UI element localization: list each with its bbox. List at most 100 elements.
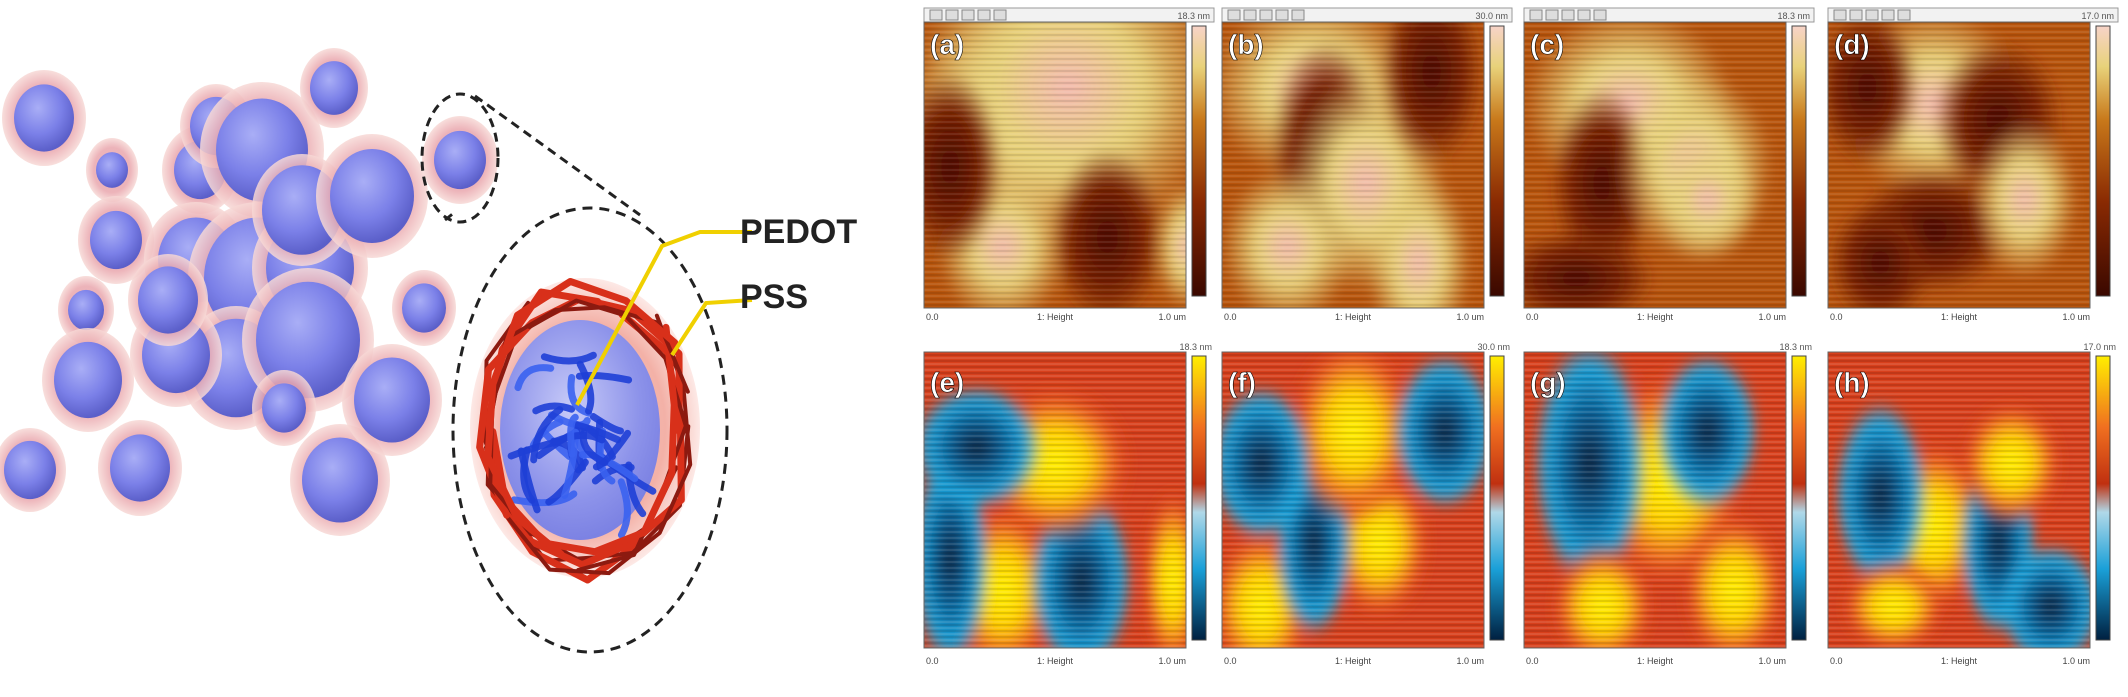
panel-tag: (c) — [1530, 29, 1564, 60]
toolbar-icon[interactable] — [945, 9, 959, 21]
particle — [316, 134, 428, 258]
toolbar-icon[interactable] — [929, 9, 943, 21]
enlarged-particle — [470, 277, 700, 584]
scale-max-label: 18.3 nm — [1179, 342, 1212, 352]
axis-title: 1: Height — [1637, 656, 1674, 666]
afm-panel-d: 17.0 nm 0.0 1: Height 1.0 um (d) — [1827, 7, 2119, 322]
scale-max-label: 17.0 nm — [2083, 342, 2116, 352]
toolbar-icon[interactable] — [1561, 9, 1575, 21]
axis-right-label: 1.0 um — [2062, 656, 2090, 666]
axis-right-label: 1.0 um — [1158, 656, 1186, 666]
colorbar — [2095, 355, 2111, 641]
toolbar-icon[interactable] — [1849, 9, 1863, 21]
particle — [252, 370, 316, 446]
particle — [0, 428, 66, 512]
axis-right-label: 1.0 um — [1758, 312, 1786, 322]
panel-tag: (f) — [1228, 367, 1256, 398]
axis-left-label: 0.0 — [926, 312, 939, 322]
axis-right-label: 1.0 um — [1758, 656, 1786, 666]
particle — [2, 70, 86, 166]
axis-title: 1: Height — [1037, 656, 1074, 666]
colorbar — [1791, 25, 1807, 297]
particle-cluster — [0, 48, 498, 536]
afm-panel-b: 30.0 nm 0.0 1: Height 1.0 um (b) — [1221, 7, 1513, 322]
toolbar-icon[interactable] — [1833, 9, 1847, 21]
panel-tag: (g) — [1530, 367, 1566, 398]
colorbar — [1489, 25, 1505, 297]
particle — [290, 424, 390, 536]
pedot-chains — [507, 351, 657, 539]
axis-left-label: 0.0 — [1526, 312, 1539, 322]
axis-right-label: 1.0 um — [1456, 312, 1484, 322]
panel-tag: (b) — [1228, 29, 1264, 60]
afm-panel-c: 18.3 nm 0.0 1: Height 1.0 um (c) — [1523, 7, 1815, 322]
pss-chains — [476, 277, 693, 584]
particle — [42, 328, 134, 432]
panel-tag: (e) — [930, 367, 964, 398]
afm-panel-e: 18.3 nm 0.0 1: Height 1.0 um (e) — [923, 342, 1212, 666]
toolbar-icon[interactable] — [1275, 9, 1289, 21]
scale-max-label: 18.3 nm — [1177, 11, 1210, 21]
colorbar — [2095, 25, 2111, 297]
axis-title: 1: Height — [1335, 312, 1372, 322]
pedot-label: PEDOT — [740, 213, 857, 251]
toolbar-icon[interactable] — [1227, 9, 1241, 21]
toolbar-icon[interactable] — [1881, 9, 1895, 21]
toolbar-icon[interactable] — [977, 9, 991, 21]
panel-tag: (d) — [1834, 29, 1870, 60]
scale-max-label: 17.0 nm — [2081, 11, 2114, 21]
particle — [78, 196, 154, 284]
axis-title: 1: Height — [1335, 656, 1372, 666]
toolbar-icon[interactable] — [1259, 9, 1273, 21]
afm-panel-f: 30.0 nm 0.0 1: Height 1.0 um (f) — [1221, 342, 1510, 666]
panel-tag: (a) — [930, 29, 964, 60]
afm-panel-a: 18.3 nm 0.0 1: Height 1.0 um (a) — [923, 7, 1215, 322]
toolbar-icon[interactable] — [1545, 9, 1559, 21]
toolbar-icon[interactable] — [961, 9, 975, 21]
axis-left-label: 0.0 — [1224, 656, 1237, 666]
particle — [98, 420, 182, 516]
particle — [128, 254, 208, 346]
axis-right-label: 1.0 um — [1158, 312, 1186, 322]
particle — [392, 270, 456, 346]
axis-left-label: 0.0 — [1830, 312, 1843, 322]
scale-max-label: 30.0 nm — [1477, 342, 1510, 352]
callout-leaders — [575, 230, 753, 406]
particle — [342, 344, 442, 456]
panel-tag: (h) — [1834, 367, 1870, 398]
zoom-callout — [420, 92, 729, 654]
toolbar-icon[interactable] — [1291, 9, 1305, 21]
toolbar-icon[interactable] — [1897, 9, 1911, 21]
axis-title: 1: Height — [1941, 656, 1978, 666]
toolbar-icon[interactable] — [1593, 9, 1607, 21]
toolbar-icon[interactable] — [1577, 9, 1591, 21]
particle — [86, 138, 138, 202]
toolbar-icon[interactable] — [1865, 9, 1879, 21]
particle — [300, 48, 368, 128]
axis-title: 1: Height — [1037, 312, 1074, 322]
toolbar-icon[interactable] — [993, 9, 1007, 21]
axis-title: 1: Height — [1637, 312, 1674, 322]
axis-left-label: 0.0 — [1224, 312, 1237, 322]
toolbar-icon[interactable] — [1243, 9, 1257, 21]
colorbar — [1791, 355, 1807, 641]
scale-max-label: 30.0 nm — [1475, 11, 1508, 21]
afm-panel-h: 17.0 nm 0.0 1: Height 1.0 um (h) — [1827, 342, 2116, 666]
afm-panel-grid: 18.3 nm 0.0 1: Height 1.0 um (a) 30.0 nm 0.0 1:… — [923, 7, 2119, 666]
particle — [422, 116, 498, 204]
axis-left-label: 0.0 — [1526, 656, 1539, 666]
colorbar — [1489, 355, 1505, 641]
axis-left-label: 0.0 — [926, 656, 939, 666]
particle — [58, 276, 114, 344]
axis-left-label: 0.0 — [1830, 656, 1843, 666]
pss-label: PSS — [740, 278, 808, 316]
scale-max-label: 18.3 nm — [1777, 11, 1810, 21]
toolbar-icon[interactable] — [1529, 9, 1543, 21]
scale-max-label: 18.3 nm — [1779, 342, 1812, 352]
axis-right-label: 1.0 um — [2062, 312, 2090, 322]
axis-right-label: 1.0 um — [1456, 656, 1484, 666]
axis-title: 1: Height — [1941, 312, 1978, 322]
colorbar — [1191, 355, 1207, 641]
colorbar — [1191, 25, 1207, 297]
